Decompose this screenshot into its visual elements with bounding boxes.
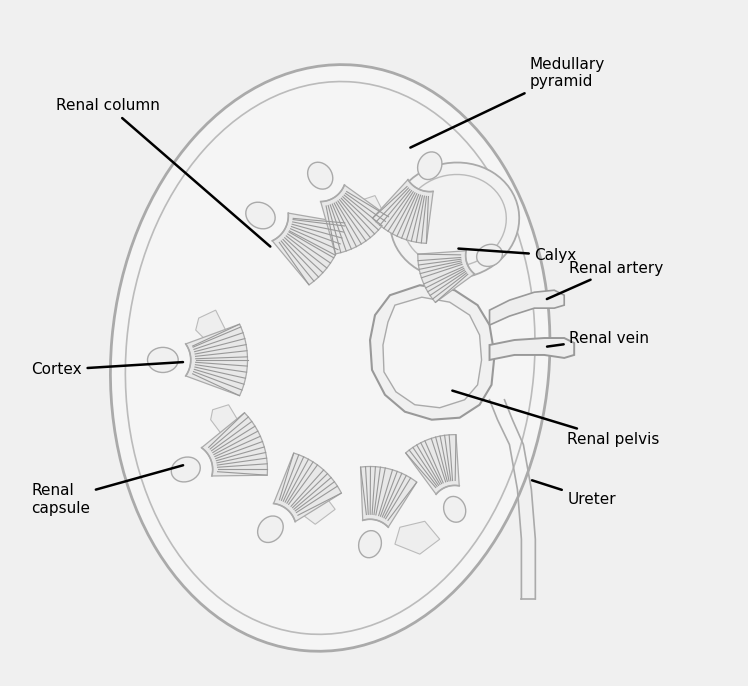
Polygon shape xyxy=(196,310,226,345)
Polygon shape xyxy=(355,196,385,226)
Polygon shape xyxy=(272,213,345,285)
Text: Renal artery: Renal artery xyxy=(547,261,663,299)
Ellipse shape xyxy=(417,152,442,180)
Text: Renal
capsule: Renal capsule xyxy=(31,465,183,516)
Polygon shape xyxy=(321,185,388,254)
Polygon shape xyxy=(373,180,433,244)
Ellipse shape xyxy=(246,202,275,229)
Ellipse shape xyxy=(307,162,333,189)
Ellipse shape xyxy=(147,347,178,372)
Text: Renal column: Renal column xyxy=(56,99,270,246)
Polygon shape xyxy=(489,338,574,360)
Text: Medullary
pyramid: Medullary pyramid xyxy=(411,57,604,147)
Polygon shape xyxy=(274,453,341,521)
Polygon shape xyxy=(285,220,310,255)
Ellipse shape xyxy=(257,516,283,543)
Polygon shape xyxy=(489,290,564,325)
Polygon shape xyxy=(186,324,248,396)
Ellipse shape xyxy=(476,244,503,266)
Text: Renal pelvis: Renal pelvis xyxy=(453,390,660,447)
Text: Calyx: Calyx xyxy=(459,248,577,263)
Polygon shape xyxy=(370,285,494,420)
Ellipse shape xyxy=(111,64,550,651)
Text: Ureter: Ureter xyxy=(532,480,616,507)
Polygon shape xyxy=(418,251,474,303)
Text: Renal vein: Renal vein xyxy=(547,331,649,346)
Polygon shape xyxy=(201,413,268,476)
Polygon shape xyxy=(361,466,417,528)
Ellipse shape xyxy=(444,497,466,522)
Text: Cortex: Cortex xyxy=(31,362,183,377)
Ellipse shape xyxy=(358,531,381,558)
Polygon shape xyxy=(211,405,241,440)
Ellipse shape xyxy=(171,457,200,482)
Ellipse shape xyxy=(390,163,519,279)
Polygon shape xyxy=(405,435,459,495)
Polygon shape xyxy=(395,521,440,554)
Polygon shape xyxy=(295,489,335,524)
Polygon shape xyxy=(383,297,482,407)
